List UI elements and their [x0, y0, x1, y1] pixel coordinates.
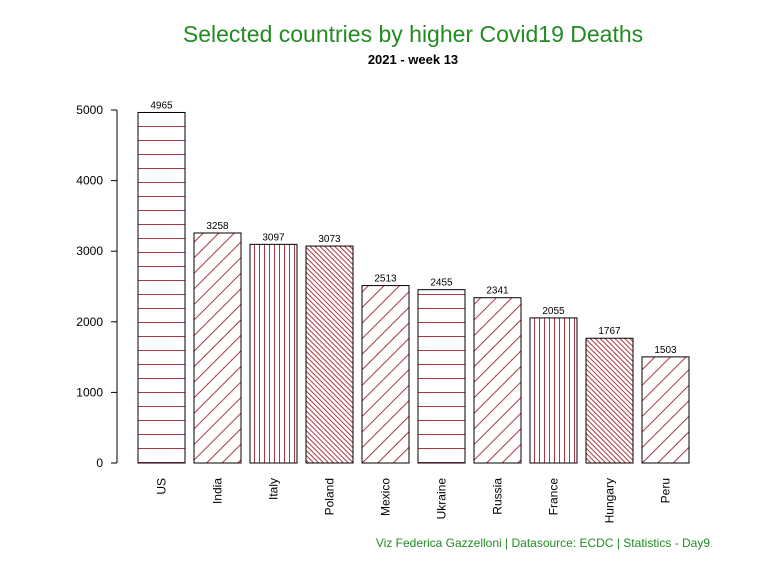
value-label-ukraine: 2455	[430, 278, 453, 289]
bar-russia	[473, 297, 522, 464]
y-tick-label: 3000	[76, 244, 103, 258]
y-tick-label: 0	[96, 456, 103, 470]
bar-hungary	[585, 337, 634, 464]
category-label-italy: Italy	[267, 478, 281, 500]
value-label-poland: 3073	[318, 234, 341, 245]
chart-caption: Viz Federica Gazzelloni | Datasource: EC…	[376, 536, 710, 550]
bar-india	[193, 232, 242, 464]
category-label-hungary: Hungary	[603, 478, 617, 523]
bar-italy	[249, 243, 298, 464]
value-label-russia: 2341	[486, 286, 509, 297]
bar-mexico	[361, 285, 410, 464]
chart-title: Selected countries by higher Covid19 Dea…	[183, 21, 643, 47]
value-label-us: 4965	[150, 100, 173, 111]
y-tick-label: 4000	[76, 174, 103, 188]
category-label-france: France	[547, 478, 561, 516]
bar-poland	[305, 245, 354, 464]
value-label-hungary: 1767	[598, 326, 621, 337]
bar-us	[137, 111, 186, 464]
value-label-france: 2055	[542, 306, 565, 317]
bars: 4965 3258 3097 3073 2513 2455 2341 2055 1767 1503	[137, 100, 690, 464]
category-labels: US India Italy Poland Mexico Ukraine Russia Fra…	[155, 478, 673, 524]
category-label-mexico: Mexico	[379, 478, 393, 516]
category-label-peru: Peru	[659, 478, 673, 503]
y-axis: 0 1000 2000 3000 4000 5000	[76, 103, 118, 470]
bar-peru	[641, 356, 690, 464]
value-label-peru: 1503	[654, 345, 677, 356]
value-label-italy: 3097	[262, 232, 285, 243]
category-label-russia: Russia	[491, 478, 505, 515]
bar-ukraine	[417, 289, 466, 464]
y-tick-label: 5000	[76, 103, 103, 117]
bar-france	[529, 317, 578, 464]
y-tick-label: 1000	[76, 385, 103, 399]
category-label-ukraine: Ukraine	[435, 478, 449, 520]
category-label-india: India	[211, 478, 225, 504]
category-label-us: US	[155, 478, 169, 495]
y-tick-label: 2000	[76, 315, 103, 329]
category-label-poland: Poland	[323, 478, 337, 515]
value-label-mexico: 2513	[374, 274, 397, 285]
value-label-india: 3258	[206, 221, 229, 232]
chart-subtitle: 2021 - week 13	[368, 52, 458, 67]
